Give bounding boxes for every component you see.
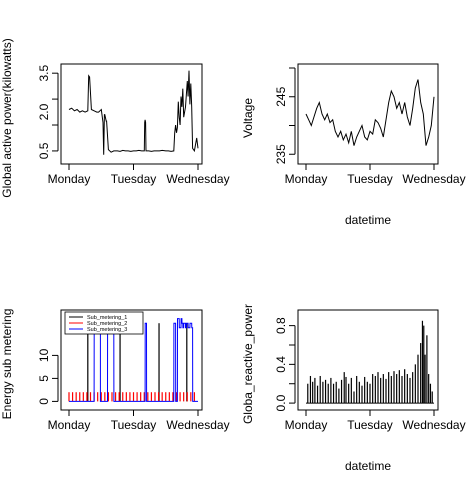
x-tick-label: Monday [48, 418, 91, 432]
x-tick-label: Tuesday [347, 172, 393, 186]
x-tick-label: Tuesday [111, 418, 157, 432]
y-tick-label: 0.0 [274, 394, 288, 411]
y-axis-label: Voltage [241, 98, 255, 138]
x-tick-label: Monday [285, 172, 328, 186]
x-tick-label: Tuesday [347, 418, 393, 432]
series-line [306, 80, 434, 146]
series-line [69, 71, 198, 155]
y-tick-label: 10 [37, 348, 51, 362]
legend-label: Sub_metering_3 [87, 327, 127, 333]
y-axis-label: Global active power(kilowatts) [0, 38, 14, 197]
y-axis-label: Globa_reactive_power [241, 304, 255, 424]
x-tick-label: Tuesday [111, 172, 157, 186]
legend: Sub_metering_1Sub_metering_2Sub_metering… [65, 312, 143, 334]
plot-frame [298, 310, 438, 410]
y-tick-label: 0.8 [274, 317, 288, 334]
y-tick-label: 0.5 [37, 142, 51, 159]
x-tick-label: Wednesday [402, 172, 465, 186]
y-tick-label: 0.4 [274, 356, 288, 373]
y-tick-label: 2.0 [37, 103, 51, 120]
y-tick-label: 5 [37, 375, 51, 382]
panel-energy-sub-metering: Monday Tuesday Wednesday 0 5 10 Energy sub met… [0, 309, 230, 432]
series-line [306, 321, 434, 403]
y-tick-label: 245 [274, 86, 288, 106]
panel-voltage: Monday Tuesday Wednesday 235 245 Voltage datet… [241, 64, 466, 227]
x-axis-label: datetime [345, 459, 391, 473]
plot-frame [298, 64, 438, 164]
y-tick-label: 235 [274, 144, 288, 164]
x-tick-label: Wednesday [402, 418, 465, 432]
x-tick-label: Monday [285, 418, 328, 432]
panel-global-active-power: Monday Tuesday Wednesday 0.5 2.0 3.5 Global ac… [0, 38, 230, 197]
series-sub-metering-1 [88, 323, 187, 401]
y-axis-label: Energy sub metering [0, 309, 14, 420]
panel-global-reactive-power: Monday Tuesday Wednesday 0.0 0.4 0.8 Globa_rea… [241, 304, 466, 473]
y-tick-label: 3.5 [37, 65, 51, 82]
x-tick-label: Monday [48, 172, 91, 186]
y-tick-label: 0 [37, 398, 51, 405]
x-tick-label: Wednesday [166, 172, 229, 186]
x-axis-label: datetime [345, 213, 391, 227]
x-tick-label: Wednesday [166, 418, 229, 432]
